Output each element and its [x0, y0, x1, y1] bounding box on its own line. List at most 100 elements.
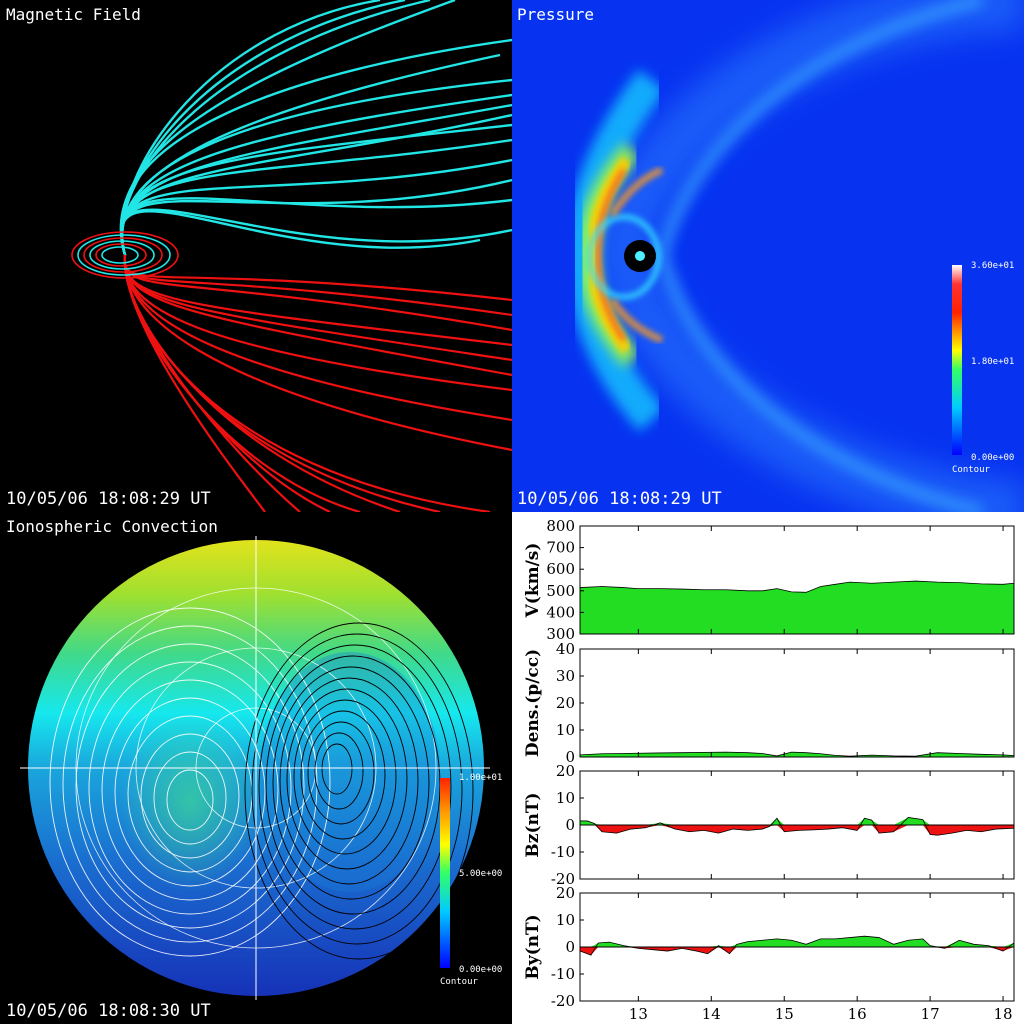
y-axis-label: Bz(nT): [523, 792, 543, 857]
closed-field-loop: [101, 246, 139, 264]
y-tick-label: 10: [556, 721, 575, 739]
potential-contour-white: [140, 733, 240, 859]
field-line-plot: [71, 0, 512, 512]
potential-contour-black: [279, 677, 419, 885]
convection-colorbar: [440, 778, 450, 968]
potential-contour-white: [114, 697, 266, 887]
closed-field-loop: [77, 234, 171, 276]
pressure-panel: Pressure 3.60e+01 1.80e+01 0.00e+00 Cont…: [512, 0, 1024, 512]
open-field-line-south: [123, 254, 512, 452]
y-tick-label: 800: [546, 517, 575, 535]
potential-contour-white: [62, 625, 318, 943]
open-field-line-north: [119, 38, 512, 256]
potential-contour-black: [300, 710, 386, 840]
potential-contour-white: [49, 607, 331, 957]
y-tick-label: -10: [551, 965, 575, 983]
potential-contour-white: [153, 751, 227, 845]
data-line: [579, 751, 1015, 757]
y-tick-label: 20: [556, 884, 575, 902]
iono-colorbar-max-label: 1.00e+01: [459, 773, 502, 783]
potential-contour-black: [272, 666, 430, 900]
open-field-line-south: [123, 254, 266, 512]
y-axis-label: Dens.(p/cc): [523, 649, 543, 757]
closed-field-loop: [71, 231, 179, 279]
potential-contour-white: [101, 679, 279, 901]
solar-wind-timeseries-panel: 300 400 500 600 700 800 V(km/s) 0 10 20 30 40 Dens.(…: [512, 512, 1024, 1024]
y-tick-label: 20: [556, 694, 575, 712]
closed-field-loop: [95, 243, 147, 267]
closed-field-loop: [83, 237, 163, 273]
pressure-map: [564, 0, 1024, 512]
plot-frame: [579, 648, 1015, 758]
open-field-line-south: [123, 254, 512, 377]
data-line: [579, 580, 1015, 593]
positive-area: [580, 752, 1014, 757]
y-axis-label: By(nT): [523, 914, 543, 979]
colorbar-caption: Contour: [952, 465, 991, 475]
x-tick-label: 17: [921, 1005, 940, 1023]
potential-contour-black: [286, 688, 408, 870]
colorbar-min-label: 0.00e+00: [971, 453, 1014, 463]
potential-contour-white: [166, 769, 214, 831]
timestamp-pressure: 10/05/06 18:08:29 UT: [517, 489, 722, 509]
iono-colorbar-mid-label: 5.00e+00: [459, 869, 502, 879]
data-line: [579, 935, 1015, 956]
open-field-line-north: [120, 197, 512, 256]
potential-contour-black: [251, 633, 463, 945]
negative-area: [580, 825, 1014, 836]
y-tick-label: 600: [546, 560, 575, 578]
y-tick-label: 30: [556, 667, 575, 685]
colorbar-mid-label: 1.80e+01: [971, 357, 1014, 367]
y-tick-label: 500: [546, 582, 575, 600]
potential-contour-black: [244, 622, 474, 960]
potential-contour-black: [321, 743, 353, 795]
pressure-colorbar: [952, 265, 962, 455]
panel-title-magnetic: Magnetic Field: [6, 5, 141, 24]
y-tick-label: 0: [565, 938, 575, 956]
closed-field-loop: [89, 240, 155, 270]
y-tick-label: 10: [556, 911, 575, 929]
y-tick-label: 700: [546, 539, 575, 557]
potential-contour-white: [88, 661, 292, 915]
positive-area: [580, 817, 1014, 825]
timeseries-subplot-3: -20 -10 0 10 20 By(nT): [523, 884, 1015, 1010]
y-tick-label: -20: [551, 870, 575, 888]
open-field-line-south: [123, 254, 441, 512]
timestamp-ionosphere: 10/05/06 18:08:30 UT: [6, 1001, 211, 1021]
potential-contour-black: [293, 699, 397, 855]
y-tick-label: 0: [565, 748, 575, 766]
open-field-line-north: [120, 53, 501, 256]
magnetic-field-panel: Magnetic Field 10/05/06 18:08:29 UT: [0, 0, 512, 512]
potential-contour-black: [307, 721, 375, 825]
x-tick-label: 15: [775, 1005, 794, 1023]
potential-contour-black: [258, 644, 452, 930]
y-tick-label: 20: [556, 762, 575, 780]
iono-colorbar-min-label: 0.00e+00: [459, 965, 502, 975]
x-tick-label: 16: [848, 1005, 867, 1023]
y-tick-label: -20: [551, 992, 575, 1010]
y-tick-label: 40: [556, 640, 575, 658]
ionospheric-convection-panel: 1.00e+01 5.00e+00 0.00e+00 Contour Ionos…: [0, 512, 512, 1024]
open-field-line-north: [120, 113, 512, 256]
colorbar-max-label: 3.60e+01: [971, 261, 1014, 271]
open-field-line-north: [119, 208, 512, 256]
x-tick-label: 14: [702, 1005, 721, 1023]
panel-title-ionosphere: Ionospheric Convection: [6, 517, 218, 536]
y-tick-label: 300: [546, 625, 575, 643]
x-tick-label: 13: [629, 1005, 648, 1023]
x-tick-label: 18: [994, 1005, 1013, 1023]
y-tick-label: -10: [551, 843, 575, 861]
timeseries-subplot-2: -20 -10 0 10 20 Bz(nT): [523, 762, 1015, 888]
positive-area: [580, 936, 1014, 947]
iono-colorbar-caption: Contour: [440, 977, 479, 987]
timeseries-subplot-1: 0 10 20 30 40 Dens.(p/cc): [523, 640, 1015, 766]
y-tick-label: 10: [556, 789, 575, 807]
panel-title-pressure: Pressure: [517, 5, 595, 24]
open-field-line-south: [123, 254, 512, 302]
y-tick-label: 400: [546, 603, 575, 621]
data-area: [580, 581, 1014, 634]
y-tick-label: 0: [565, 816, 575, 834]
y-axis-label: V(km/s): [523, 543, 543, 619]
data-line: [580, 817, 1015, 836]
